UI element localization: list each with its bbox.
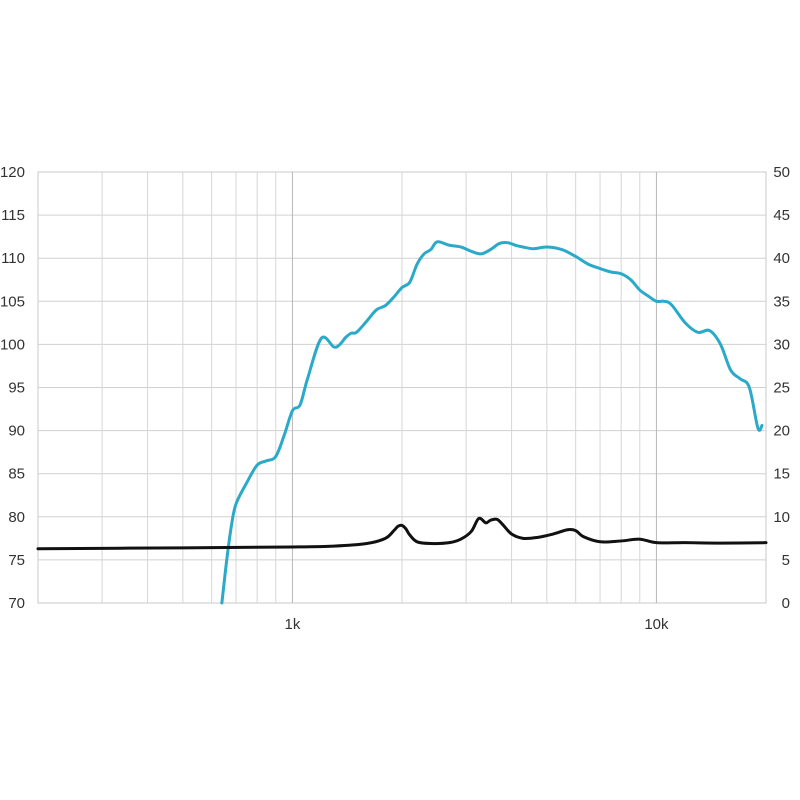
- right-axis-tick-label: 5: [782, 552, 790, 569]
- left-axis-tick-label: 110: [1, 250, 25, 267]
- chart-grid: [37, 171, 767, 604]
- left-axis-tick-label: 90: [8, 423, 25, 440]
- chart-series: [36, 240, 768, 605]
- right-axis-tick-label: 0: [782, 595, 790, 612]
- left-axis-tick-label: 100: [0, 336, 25, 353]
- right-axis-tick-label: 10: [773, 509, 790, 526]
- left-axis-tick-label: 95: [8, 380, 25, 397]
- x-axis-tick-label: 1k: [285, 616, 301, 633]
- right-axis-tick-label: 40: [773, 250, 790, 267]
- left-axis-tick-label: 80: [8, 509, 25, 526]
- right-axis-tick-label: 15: [773, 466, 790, 483]
- left-axis-tick-label: 105: [0, 293, 25, 310]
- right-axis-tick-label: 50: [773, 164, 790, 181]
- right-axis-tick-label: 45: [773, 207, 790, 224]
- right-axis-tick-label: 20: [773, 423, 790, 440]
- right-axis-tick-label: 35: [773, 293, 790, 310]
- left-axis-tick-label: 75: [8, 552, 25, 569]
- impedance-line: [36, 516, 768, 551]
- left-axis-tick-label: 70: [8, 595, 25, 612]
- left-axis-ticks: 70 75 80 85 90 95 100 105 110 115 120: [0, 164, 25, 612]
- right-axis-tick-label: 30: [773, 336, 790, 353]
- left-axis-tick-label: 85: [8, 466, 25, 483]
- right-axis-tick-label: 25: [773, 380, 790, 397]
- x-axis-ticks: 1k 10k: [285, 616, 670, 633]
- right-axis-ticks: 0 5 10 15 20 25 30 35 40 45 50: [773, 164, 790, 612]
- left-axis-tick-label: 120: [0, 164, 25, 181]
- left-axis-tick-label: 115: [1, 207, 25, 224]
- spl-response-line: [220, 240, 764, 605]
- x-axis-tick-label: 10k: [644, 616, 669, 633]
